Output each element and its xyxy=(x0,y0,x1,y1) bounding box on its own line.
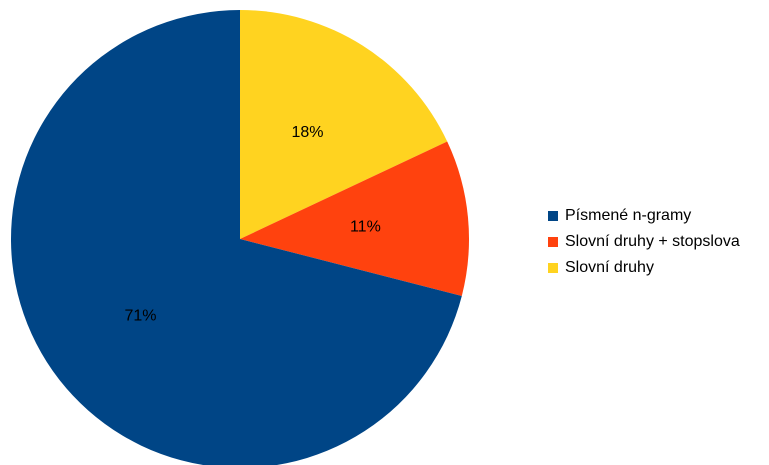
legend-label: Slovní druhy + stopslova xyxy=(565,233,740,250)
legend-label: Slovní druhy xyxy=(565,259,654,276)
chart-legend: Písmené n-gramy Slovní druhy + stopslova S… xyxy=(548,203,740,281)
legend-item: Písmené n-gramy xyxy=(548,203,740,229)
pie-slices xyxy=(11,10,469,465)
legend-swatch xyxy=(548,211,558,221)
legend-item: Slovní druhy xyxy=(548,255,740,281)
slice-label: 18% xyxy=(291,124,323,141)
pie-slice-p-smen-n-gramy xyxy=(11,10,462,465)
slice-label: 11% xyxy=(350,218,381,235)
pie-slice-labels: 18% 11% 71% xyxy=(124,124,380,325)
legend-item: Slovní druhy + stopslova xyxy=(548,229,740,255)
legend-swatch xyxy=(548,237,558,247)
pie-slice-slovn-druhy xyxy=(240,10,448,239)
slice-label: 71% xyxy=(124,307,156,324)
legend-swatch xyxy=(548,263,558,273)
pie-slice-slovn-druhy-stopslova xyxy=(240,141,469,296)
legend-label: Písmené n-gramy xyxy=(565,207,692,224)
